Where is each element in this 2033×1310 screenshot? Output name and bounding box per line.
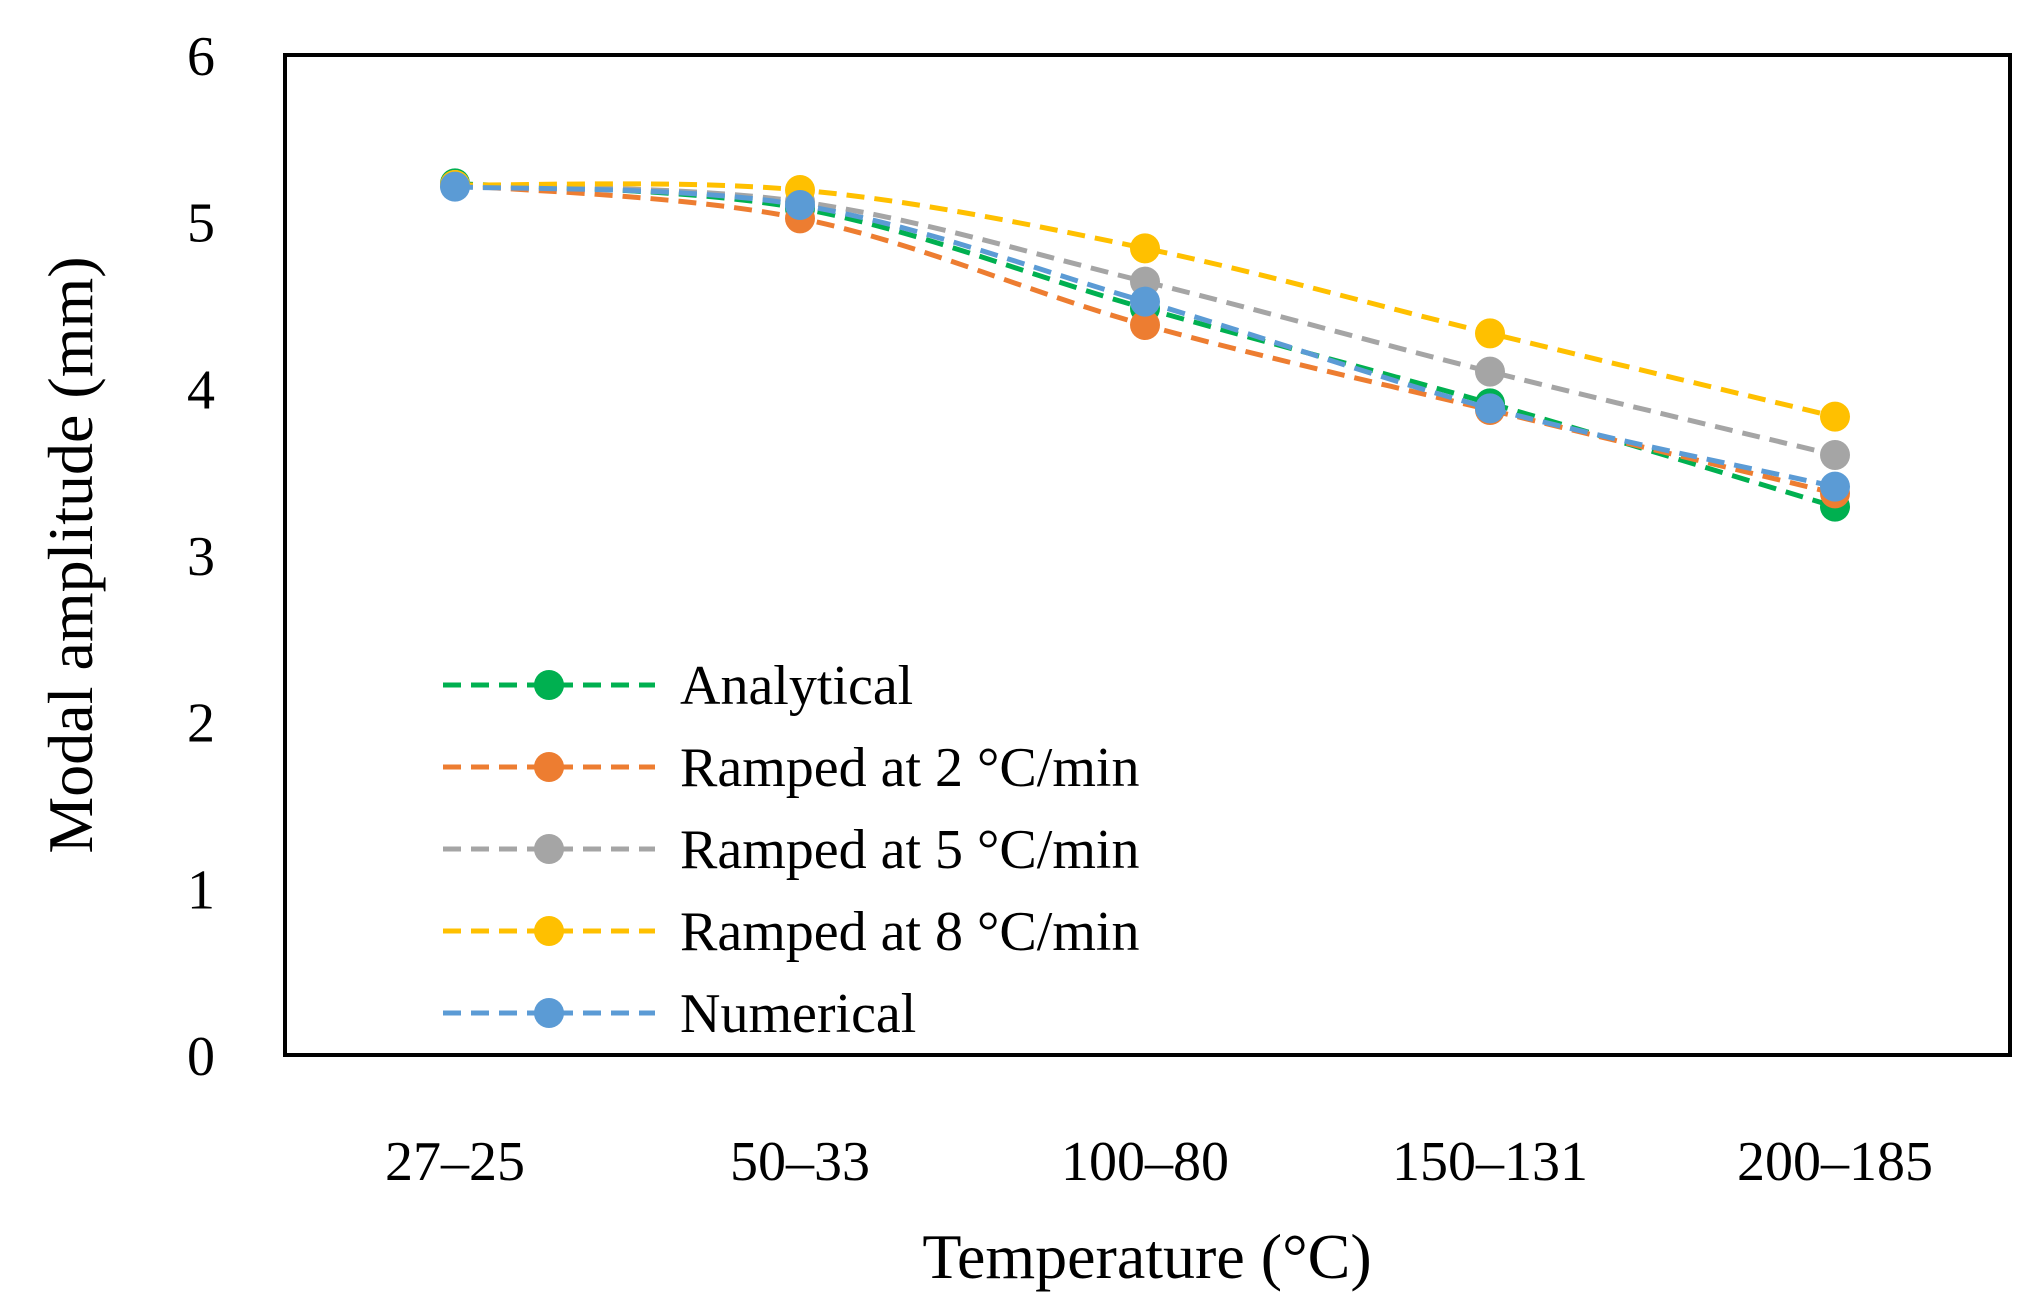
data-point: [1130, 286, 1160, 317]
y-tick-label: 5: [187, 193, 215, 255]
data-point: [1475, 356, 1505, 387]
series-line: [454, 180, 1836, 510]
y-axis-title: Modal amplitude (mm): [35, 256, 106, 853]
x-tick-label: 150–131: [1392, 1131, 1588, 1193]
series-1: [440, 168, 1850, 522]
legend-label: Numerical: [680, 983, 916, 1045]
x-tick-label: 50–33: [730, 1131, 870, 1193]
legend-marker: [534, 834, 564, 864]
legend-marker: [534, 998, 564, 1028]
x-tick-label: 200–185: [1737, 1131, 1933, 1193]
data-point: [785, 190, 815, 220]
series-5: [440, 171, 1850, 502]
data-point: [1820, 401, 1850, 432]
legend-entry: Analytical: [443, 655, 913, 717]
x-tick-label: 100–80: [1061, 1131, 1229, 1193]
data-point: [440, 171, 470, 202]
y-tick-label: 1: [187, 859, 215, 921]
data-point: [1820, 440, 1850, 470]
legend-entry: Ramped at 5 °C/min: [443, 819, 1139, 881]
legend-marker: [534, 670, 564, 700]
y-tick-label: 6: [187, 26, 215, 88]
legend-entry: Ramped at 8 °C/min: [443, 901, 1139, 963]
plot-area-frame: [283, 53, 2012, 1057]
x-axis-tick-labels: 27–25 50–33 100–80 150–131 200–185: [385, 1131, 1933, 1193]
y-tick-label: 0: [187, 1026, 215, 1088]
series-line: [454, 181, 1836, 420]
legend-entry: Ramped at 2 °C/min: [443, 737, 1139, 799]
y-axis-tick-labels: 0 1 2 3 4 5 6: [187, 26, 215, 1088]
y-tick-label: 4: [187, 359, 215, 421]
legend-entry: Numerical: [443, 983, 916, 1045]
legend-label: Ramped at 2 °C/min: [680, 737, 1139, 799]
legend-marker: [534, 916, 564, 946]
legend: Analytical Ramped at 2 °C/min Ramped at 5 …: [443, 655, 1139, 1045]
legend-marker: [534, 752, 564, 782]
y-tick-label: 2: [187, 693, 215, 755]
x-axis-title: Temperature (°C): [922, 1221, 1371, 1292]
data-point: [1130, 233, 1160, 264]
y-tick-label: 3: [187, 526, 215, 588]
data-point: [1475, 318, 1505, 349]
legend-label: Ramped at 5 °C/min: [680, 819, 1139, 881]
data-point: [1820, 471, 1850, 502]
x-tick-label: 27–25: [385, 1131, 525, 1193]
series-2: [440, 170, 1850, 509]
series-layer: [440, 168, 1850, 522]
data-point: [1130, 310, 1160, 340]
legend-label: Analytical: [680, 655, 913, 717]
data-point: [1475, 393, 1505, 424]
legend-label: Ramped at 8 °C/min: [680, 901, 1139, 963]
